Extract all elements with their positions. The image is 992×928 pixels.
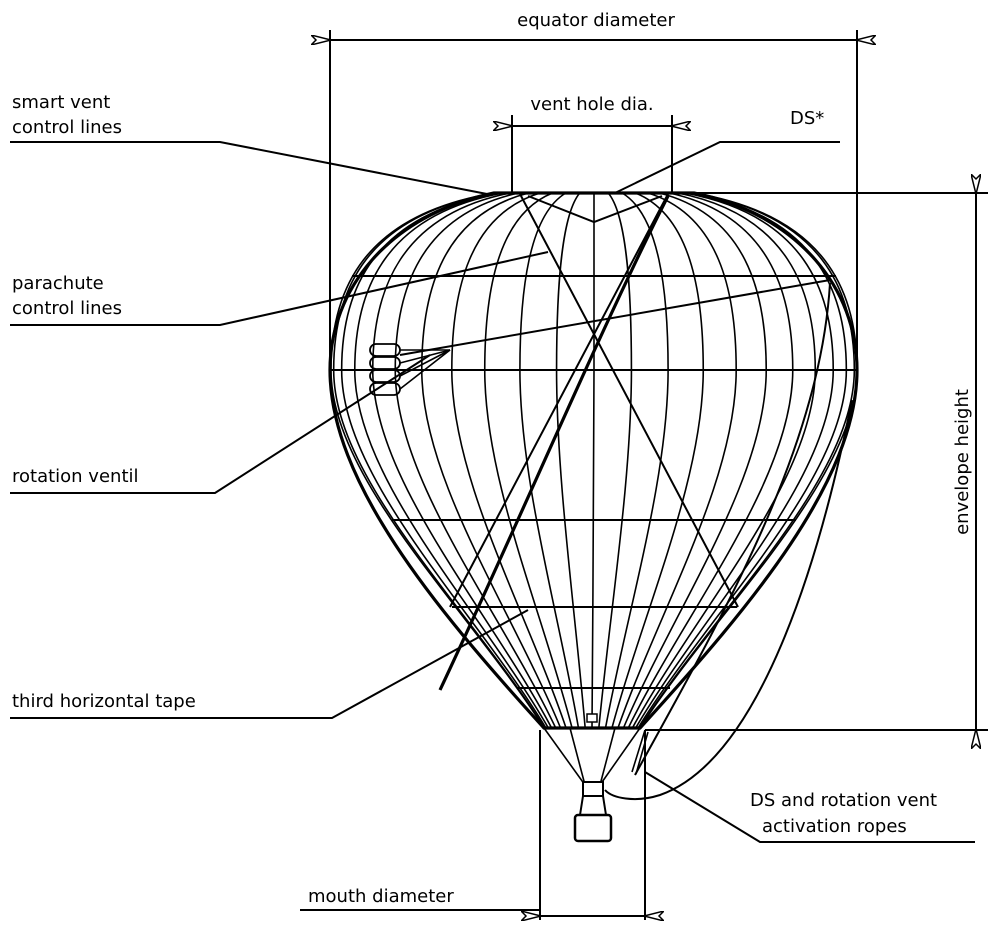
gore: [627, 192, 794, 729]
rotation-ventil-leader: rotation ventil: [10, 354, 431, 494]
load-line: [569, 727, 586, 786]
ventil-line: [399, 349, 451, 390]
basket: [573, 813, 613, 843]
ropes-leader: DS and rotation vent activation ropes: [644, 771, 975, 843]
rope: [604, 399, 853, 801]
label-line: smart vent: [12, 92, 110, 113]
gore: [604, 192, 669, 729]
ds-label: DS*: [790, 108, 824, 129]
mouth-dimension: mouth diameter: [300, 730, 645, 920]
label-line: parachute: [12, 273, 104, 294]
label-line: control lines: [12, 298, 122, 319]
ventil-line: [399, 349, 451, 377]
label-line: activation ropes: [762, 816, 907, 837]
gore: [631, 192, 817, 729]
gore: [591, 193, 595, 729]
gore: [519, 192, 580, 729]
height-dimension: envelope height: [645, 193, 988, 730]
burner: [582, 781, 604, 797]
vent-hole-label: vent hole dia.: [530, 94, 653, 115]
basket-frame: [579, 795, 607, 816]
vent-dimension: vent hole dia.: [512, 94, 672, 193]
load-line: [543, 727, 586, 786]
load-line: [599, 727, 641, 786]
third-tape-label: third horizontal tape: [12, 691, 196, 712]
gore: [611, 192, 705, 729]
tape-leader: third horizontal tape: [10, 609, 529, 719]
gore: [598, 192, 633, 729]
load-line: [599, 727, 616, 786]
gore: [637, 192, 848, 729]
envelope-height-label: envelope height: [952, 389, 973, 535]
gore: [617, 192, 737, 729]
gore: [353, 192, 550, 729]
rope: [634, 282, 831, 776]
mouth-marker: [586, 713, 598, 723]
parachute-leader: parachute control lines: [10, 251, 549, 326]
gore: [420, 192, 562, 729]
gore: [622, 192, 768, 729]
ds-rope: [438, 195, 670, 691]
smart-vent-leader: smart vent control lines: [10, 92, 488, 195]
label-line: DS and rotation vent: [750, 790, 937, 811]
gore: [451, 192, 567, 729]
control-line: [527, 195, 663, 224]
label-line: control lines: [12, 117, 122, 138]
rotation-ventil-label: rotation ventil: [12, 466, 139, 487]
mouth-diameter-label: mouth diameter: [308, 886, 454, 907]
equator-dimension: equator diameter: [330, 10, 857, 370]
gore: [332, 192, 546, 729]
gore: [483, 192, 573, 729]
ventil-line: [399, 349, 451, 364]
equator-diameter-label: equator diameter: [517, 10, 675, 31]
gore: [371, 192, 553, 729]
gore: [634, 192, 835, 729]
balloon: [328, 191, 859, 843]
ventil-line: [399, 279, 831, 356]
ds-leader: DS*: [614, 108, 840, 194]
gore: [555, 192, 586, 729]
gore: [340, 192, 547, 729]
control-line: [449, 193, 739, 608]
